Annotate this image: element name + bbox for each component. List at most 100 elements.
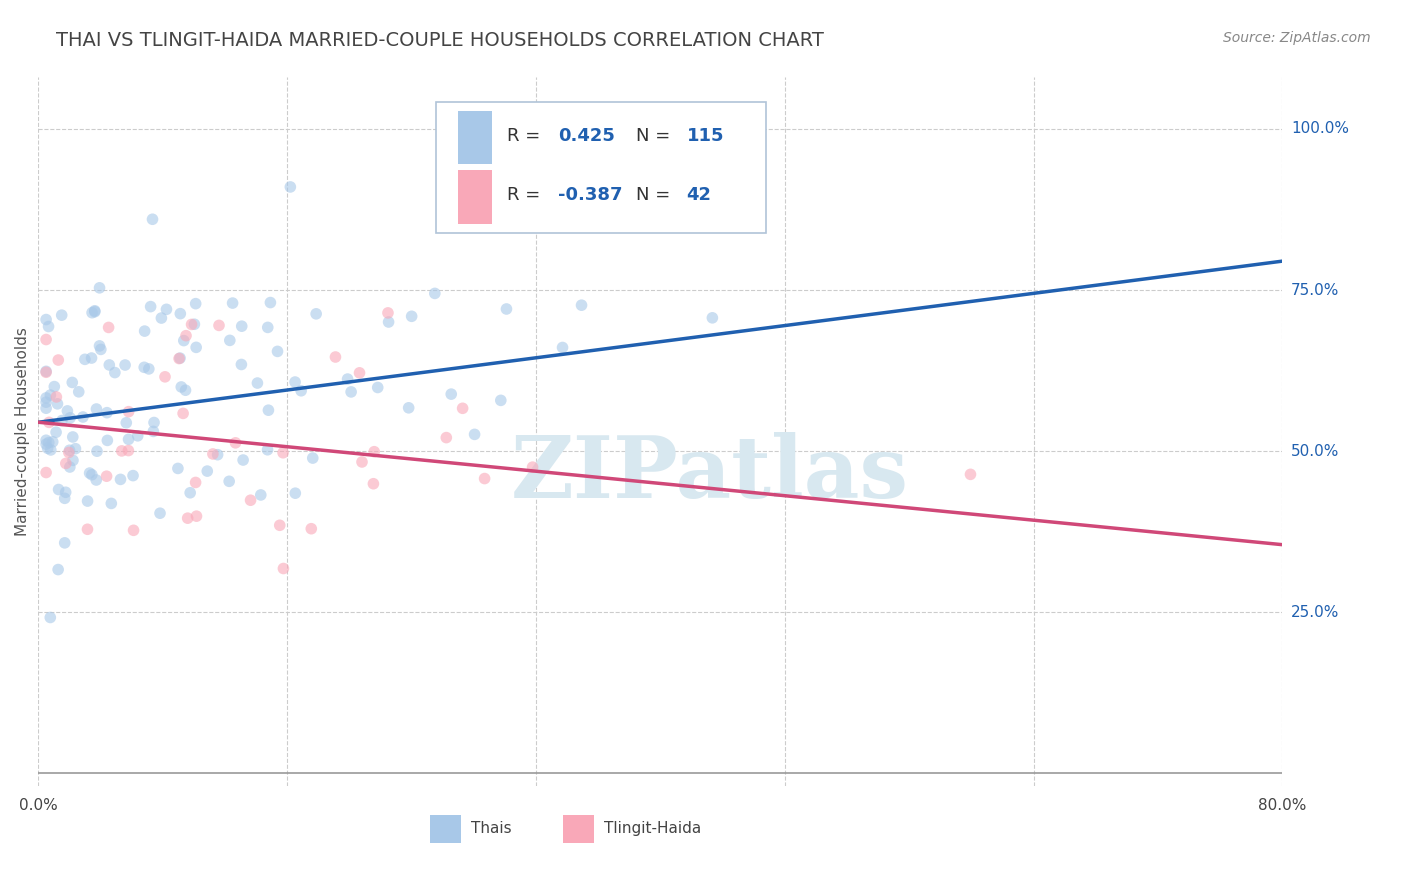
Point: [138, 362, 160, 376]
Point: [180, 318, 202, 332]
Point: [186, 340, 208, 354]
Point: [122, 524, 145, 538]
Point: [195, 464, 218, 478]
Point: [174, 328, 197, 343]
Text: 75.0%: 75.0%: [1291, 283, 1339, 298]
Point: [56, 404, 79, 418]
Point: [45, 390, 67, 404]
Point: [173, 334, 195, 348]
Point: [35, 395, 58, 409]
Point: [86, 402, 108, 417]
Point: [489, 393, 512, 408]
Text: R =: R =: [508, 127, 541, 145]
FancyBboxPatch shape: [430, 814, 461, 843]
Point: [363, 444, 385, 458]
Point: [117, 433, 139, 447]
Point: [551, 341, 574, 355]
Point: [218, 334, 240, 348]
Point: [134, 324, 156, 338]
Point: [42, 434, 65, 449]
Point: [59, 410, 82, 425]
Point: [55, 457, 77, 471]
Point: [522, 460, 544, 475]
Point: [280, 180, 302, 194]
Point: [401, 310, 423, 324]
Point: [35, 466, 58, 480]
Point: [305, 307, 328, 321]
Point: [246, 376, 269, 390]
Point: [46, 563, 69, 577]
Point: [72, 410, 94, 425]
Point: [257, 403, 280, 417]
Point: [284, 375, 307, 389]
Point: [224, 435, 246, 450]
Point: [62, 453, 84, 467]
Point: [35, 365, 58, 379]
Point: [59, 460, 82, 475]
Point: [139, 300, 162, 314]
Point: [90, 343, 112, 357]
Point: [702, 310, 724, 325]
Point: [340, 384, 363, 399]
Point: [86, 444, 108, 458]
Point: [169, 351, 191, 365]
Point: [170, 380, 193, 394]
Point: [150, 311, 173, 326]
Point: [149, 506, 172, 520]
Point: [256, 442, 278, 457]
Point: [398, 401, 420, 415]
Point: [325, 350, 347, 364]
Point: [349, 366, 371, 380]
Point: [440, 387, 463, 401]
Point: [434, 431, 457, 445]
Point: [53, 536, 76, 550]
Point: [89, 339, 111, 353]
Point: [959, 467, 981, 482]
Point: [153, 369, 176, 384]
Text: 50.0%: 50.0%: [1291, 443, 1339, 458]
Point: [184, 475, 207, 490]
Point: [53, 491, 76, 506]
Point: [218, 475, 240, 489]
Point: [117, 443, 139, 458]
Point: [127, 429, 149, 443]
Point: [350, 455, 373, 469]
Point: [367, 380, 389, 394]
FancyBboxPatch shape: [564, 814, 595, 843]
Text: Thais: Thais: [471, 822, 512, 837]
Point: [572, 214, 595, 228]
Point: [38, 416, 60, 430]
Text: 0.425: 0.425: [558, 127, 616, 145]
Point: [464, 427, 486, 442]
Point: [259, 295, 281, 310]
Point: [271, 446, 294, 460]
Point: [65, 442, 87, 456]
Point: [62, 430, 84, 444]
Point: [39, 388, 62, 402]
Point: [110, 472, 132, 486]
Point: [79, 466, 101, 480]
Point: [96, 434, 118, 448]
Point: [451, 401, 474, 416]
Point: [221, 296, 243, 310]
Point: [96, 469, 118, 483]
Point: [76, 522, 98, 536]
Point: [231, 358, 253, 372]
Point: [100, 496, 122, 510]
Point: [174, 383, 197, 397]
Point: [134, 360, 156, 375]
Point: [38, 435, 60, 450]
Point: [80, 351, 103, 365]
Point: [117, 405, 139, 419]
Point: [155, 302, 177, 317]
Point: [183, 318, 205, 332]
Text: 42: 42: [686, 186, 711, 204]
Text: -0.387: -0.387: [558, 186, 623, 204]
Point: [35, 391, 58, 405]
Text: THAI VS TLINGIT-HAIDA MARRIED-COUPLE HOUSEHOLDS CORRELATION CHART: THAI VS TLINGIT-HAIDA MARRIED-COUPLE HOU…: [56, 31, 824, 50]
Point: [76, 494, 98, 508]
Point: [172, 406, 194, 420]
Point: [51, 308, 73, 322]
Point: [167, 461, 190, 475]
Point: [111, 444, 134, 458]
